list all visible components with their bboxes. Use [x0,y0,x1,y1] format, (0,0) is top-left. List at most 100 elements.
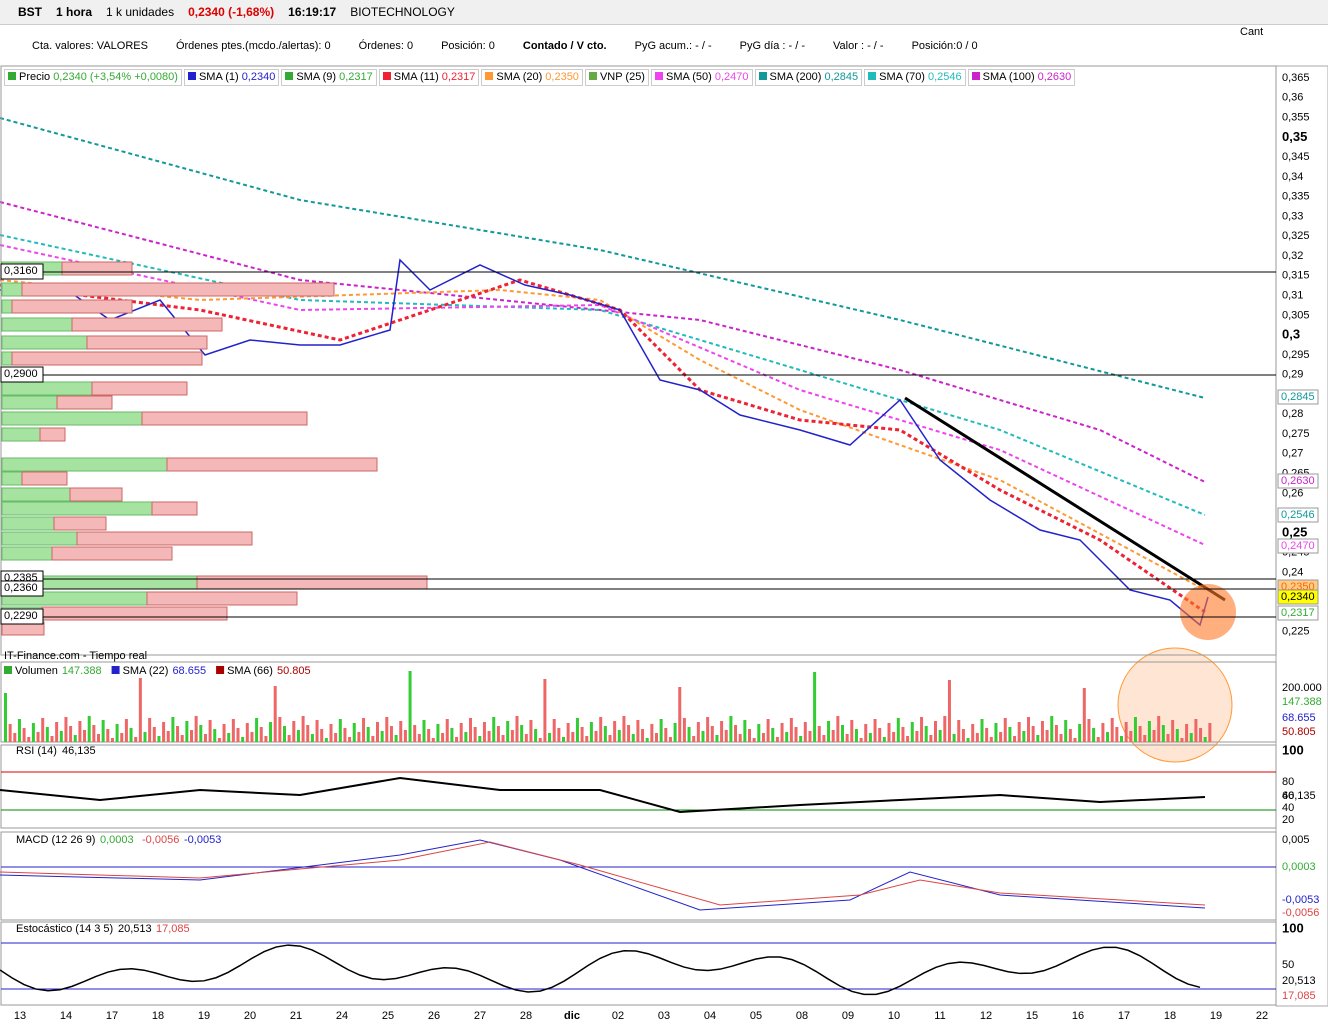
stoch-line [0,944,1201,996]
volume-bar [668,737,672,742]
volume-bar [45,727,49,742]
volume-bar [971,724,975,742]
volume-bar [31,723,35,742]
volume-bar [799,736,803,742]
price-tick: 0,25 [1282,524,1307,539]
price-tag-label: 0,2470 [1281,540,1315,552]
price-tick: 0,3 [1282,327,1300,342]
symbol[interactable]: BST [18,5,42,19]
volume-bar [827,721,831,742]
volume-bar [859,738,863,742]
profile-bar [1,381,93,396]
profile-bar [1,471,23,486]
volume-bar [1059,734,1063,742]
stoch-tick: 100 [1282,920,1304,935]
legend-swatch [8,72,16,80]
volume-bar [310,734,314,742]
volume-bar [217,738,221,742]
price-tick: 0,31 [1282,289,1303,301]
volume-bar [441,733,445,742]
volume-bar [478,736,482,742]
date-label: 10 [888,1010,900,1022]
price-tick: 0,345 [1282,151,1310,163]
volume-bar [1199,728,1203,742]
info-item: Cta. valores: VALORES [32,40,148,52]
volume-bar [1082,688,1086,742]
volume-bar [910,722,914,742]
profile-bar [141,411,308,426]
volume-bar [715,735,719,742]
legend-value: 0,2630 [1037,71,1072,83]
profile-bar [91,381,188,396]
volume-bar [1022,731,1026,742]
legend-swatch [758,72,767,80]
volume-bar [627,725,631,742]
volume-bar [789,718,793,742]
profile-bar [86,335,208,350]
legend-item: SMA (11) 0,2317 [378,69,480,86]
volume-bar [1110,718,1114,742]
date-label: 17 [1118,1010,1130,1022]
stoch-value: 17,085 [156,923,190,935]
volume-bar [873,719,877,742]
volume-bar [255,718,259,742]
volume-bar [896,718,900,742]
rsi-value: 46,135 [62,745,96,757]
volume-bar [1152,730,1156,742]
legend-label: SMA (11) [393,71,439,83]
volume-bar [371,736,375,742]
volume-bar [617,730,621,742]
volume-bar [1157,716,1161,742]
legend: Precio 0,2340 (+3,54% +0,0080) SMA (1) 0,23… [4,69,1076,86]
info-item: Contado / V cto. [522,40,607,52]
toolbar: BST 1 hora 1 k unidades 0,2340 (-1,68%) … [0,0,1328,25]
volume-bar [69,726,73,742]
timeframe[interactable]: 1 hora [56,5,93,19]
volume-bar [608,735,612,742]
legend-item: SMA (20) 0,2350 [481,69,583,86]
volume-bar [892,732,896,742]
volume-bar [594,731,598,742]
volume-bar [552,719,556,742]
volume-bar [599,717,603,742]
volume-bar [199,725,203,742]
price-tag-label: 0,2630 [1281,475,1315,487]
volume-bar [482,722,486,742]
units[interactable]: 1 k unidades [106,5,175,19]
volume-bar [97,734,100,742]
profile-bar [1,621,45,636]
profile-bar [166,457,378,472]
price-tick: 0,28 [1282,408,1303,420]
level-box [0,263,44,280]
info-item: Posición: 0 [441,40,495,52]
volume-bar [808,731,812,742]
volume-tick: 147.388 [1282,696,1322,708]
price-tick: 0,355 [1282,111,1310,123]
volume-bar [510,730,514,742]
legend-item: SMA (70) 0,2546 [864,69,966,86]
volume-bar [966,738,970,742]
volume-bar [115,724,119,742]
legend-label: VNP (25) [599,71,645,83]
volume-bar [757,724,761,742]
macd-line [0,839,1206,911]
volume-bar [999,732,1003,742]
volume-bar [236,728,240,742]
volume-bar [850,720,854,742]
volume-bar [678,687,682,742]
volume-bar [59,731,63,742]
volume-bar [292,721,296,742]
volume-bar [1003,718,1007,742]
legend-value: 0,2317 [441,71,476,83]
rsi-line [0,776,1206,814]
volume-bar [185,721,189,742]
date-label: dic [564,1010,580,1022]
volume-bar [469,718,472,742]
rsi-label: RSI (14) [16,745,57,757]
legend-value: 68.655 [172,665,206,677]
volume-bar [1138,726,1142,742]
profile-bar [151,501,198,516]
volume-bar [794,727,798,742]
volume-bar [957,720,961,742]
price-tag [1277,507,1319,523]
